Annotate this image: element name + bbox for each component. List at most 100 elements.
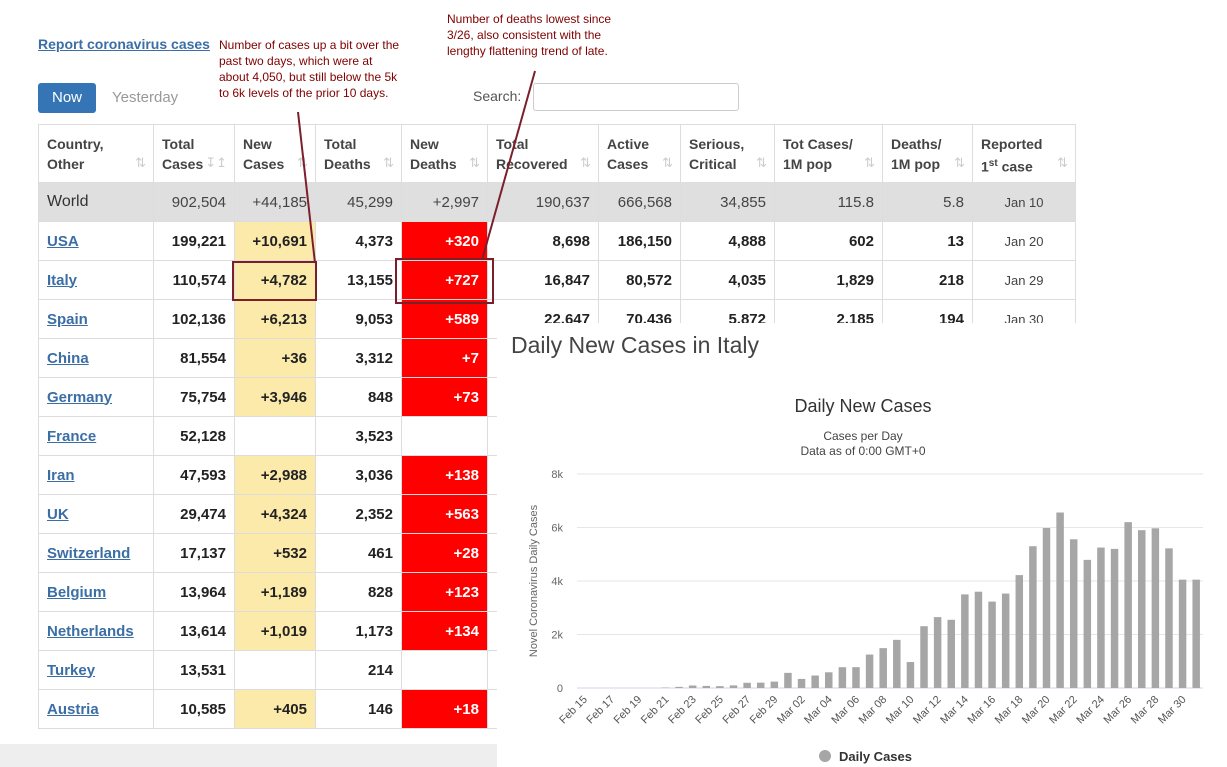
- cell-total-cases: 902,504: [153, 182, 235, 222]
- sort-arrows-icon[interactable]: ⇅: [469, 155, 480, 170]
- cell-country: World: [38, 182, 154, 222]
- country-link[interactable]: Turkey: [47, 661, 96, 679]
- sort-arrows-icon[interactable]: ⇅: [580, 155, 591, 170]
- country-link[interactable]: Switzerland: [47, 544, 131, 562]
- bar[interactable]: [1056, 512, 1064, 688]
- legend-label[interactable]: Daily Cases: [839, 749, 912, 764]
- bar[interactable]: [1083, 559, 1092, 688]
- sort-arrows-icon[interactable]: ⇅: [864, 155, 875, 170]
- country-link[interactable]: Spain: [47, 310, 88, 328]
- bar[interactable]: [838, 667, 847, 688]
- bar[interactable]: [906, 662, 915, 688]
- yesterday-tab[interactable]: Yesterday: [112, 89, 179, 106]
- cell-country: Netherlands: [38, 611, 154, 651]
- column-header-deaths-per-1m[interactable]: Deaths/1M pop ⇅: [882, 124, 973, 183]
- bar[interactable]: [811, 675, 819, 688]
- legend-marker-icon[interactable]: [819, 750, 831, 762]
- country-link[interactable]: USA: [47, 232, 79, 250]
- bar[interactable]: [743, 682, 751, 688]
- bar[interactable]: [1097, 547, 1105, 688]
- cell-new-cases: +6,213: [234, 299, 316, 339]
- sort-arrows-icon[interactable]: ⇅: [135, 155, 146, 170]
- column-header-total-cases[interactable]: Total Cases ↧↥: [153, 124, 235, 183]
- sort-arrows-icon[interactable]: ⇅: [297, 155, 308, 170]
- x-tick-label: Mar 28: [1129, 694, 1162, 727]
- column-header-country[interactable]: Country, Other ⇅: [38, 124, 154, 183]
- cell-new-cases: +1,189: [234, 572, 316, 612]
- bar[interactable]: [961, 594, 969, 688]
- bar[interactable]: [1042, 528, 1051, 688]
- country-link[interactable]: France: [47, 427, 97, 445]
- header-line-1: Total: [496, 136, 529, 152]
- cases-annotation: Number of cases up a bit over the past t…: [219, 38, 400, 100]
- report-cases-link[interactable]: Report coronavirus cases: [38, 36, 210, 52]
- country-link[interactable]: Austria: [47, 700, 99, 718]
- bar[interactable]: [893, 639, 901, 688]
- bar[interactable]: [756, 682, 765, 688]
- country-link[interactable]: Netherlands: [47, 622, 134, 640]
- country-link[interactable]: China: [47, 349, 89, 367]
- column-header-total-deaths[interactable]: Total Deaths ⇅: [315, 124, 402, 183]
- bar[interactable]: [920, 626, 928, 688]
- country-link[interactable]: Germany: [47, 388, 113, 406]
- bar[interactable]: [1138, 530, 1146, 688]
- column-header-new-cases[interactable]: New Cases ⇅: [234, 124, 316, 183]
- bar[interactable]: [770, 681, 779, 688]
- bar[interactable]: [1192, 579, 1200, 688]
- column-header-cases-per-1m[interactable]: Tot Cases/1M pop ⇅: [774, 124, 883, 183]
- x-tick-label: Feb 25: [693, 694, 726, 727]
- bar[interactable]: [688, 685, 697, 688]
- bar[interactable]: [1015, 575, 1024, 688]
- sort-arrows-icon[interactable]: ⇅: [756, 155, 767, 170]
- country-link[interactable]: Italy: [47, 271, 78, 289]
- x-tick-label: Mar 04: [802, 694, 835, 727]
- column-header-total-recovered[interactable]: Total Recovered ⇅: [487, 124, 599, 183]
- bar[interactable]: [1165, 548, 1173, 688]
- bar[interactable]: [797, 678, 806, 688]
- column-header-active-cases[interactable]: Active Cases ⇅: [598, 124, 681, 183]
- sort-arrows-icon[interactable]: ⇅: [954, 155, 965, 170]
- sort-arrows-icon[interactable]: ⇅: [1057, 155, 1068, 170]
- bar[interactable]: [879, 648, 887, 688]
- sort-arrows-icon[interactable]: ⇅: [383, 155, 394, 170]
- cell-country: Belgium: [38, 572, 154, 612]
- bar[interactable]: [825, 672, 833, 688]
- bar[interactable]: [1029, 546, 1037, 688]
- country-link[interactable]: Belgium: [47, 583, 107, 601]
- cell-new-cases: +3,946: [234, 377, 316, 417]
- country-link[interactable]: Iran: [47, 466, 75, 484]
- bar[interactable]: [1110, 548, 1119, 688]
- sort-arrows-icon[interactable]: ↧↥: [205, 155, 227, 170]
- column-header-serious-critical[interactable]: Serious, Critical ⇅: [680, 124, 775, 183]
- cell-new-cases: +405: [234, 689, 316, 729]
- cell-new-cases: [234, 650, 316, 690]
- bar[interactable]: [729, 685, 738, 688]
- bar[interactable]: [988, 601, 996, 688]
- cell-country: Italy: [38, 260, 154, 300]
- bar[interactable]: [933, 617, 942, 688]
- cell-deaths-per-1m: 13: [882, 221, 973, 261]
- x-tick-label: Feb 23: [666, 694, 699, 727]
- bar[interactable]: [852, 667, 860, 688]
- bar[interactable]: [1069, 539, 1078, 688]
- bar[interactable]: [974, 591, 983, 688]
- bar[interactable]: [865, 654, 874, 688]
- bar[interactable]: [716, 686, 724, 688]
- bar[interactable]: [784, 672, 792, 688]
- bar[interactable]: [1151, 528, 1160, 688]
- bar[interactable]: [1001, 593, 1010, 688]
- cell-total-deaths: 848: [315, 377, 402, 417]
- sort-arrows-icon[interactable]: ⇅: [662, 155, 673, 170]
- bar[interactable]: [675, 686, 683, 688]
- x-tick-label: Mar 22: [1047, 694, 1080, 727]
- search-input[interactable]: [533, 83, 739, 111]
- column-header-first-case[interactable]: Reported 1st case ⇅: [972, 124, 1076, 183]
- bar[interactable]: [702, 685, 711, 688]
- country-link[interactable]: UK: [47, 505, 69, 523]
- now-tab[interactable]: Now: [38, 83, 96, 113]
- bar[interactable]: [947, 619, 955, 688]
- column-header-new-deaths[interactable]: New Deaths ⇅: [401, 124, 488, 183]
- cell-new-cases: +1,019: [234, 611, 316, 651]
- bar[interactable]: [1124, 522, 1132, 688]
- bar[interactable]: [1178, 579, 1187, 688]
